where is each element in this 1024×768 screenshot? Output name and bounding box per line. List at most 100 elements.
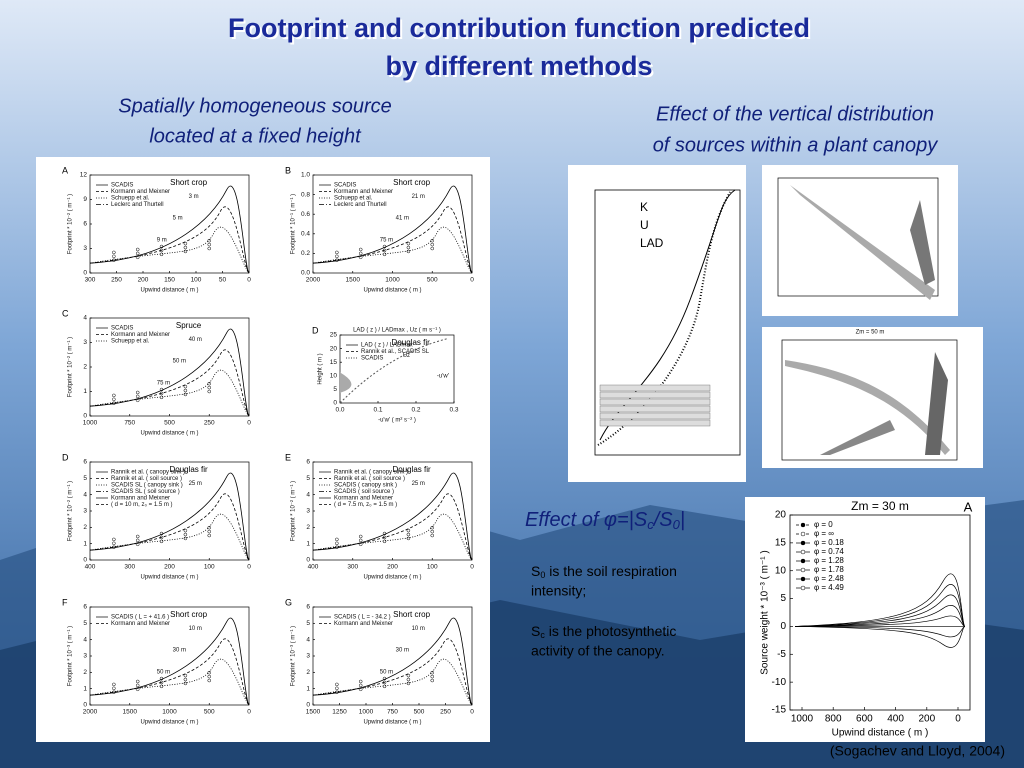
annotation: 21 m (412, 194, 425, 200)
y-tick-label: 0 (780, 621, 786, 632)
symbol: S (531, 623, 540, 639)
x-tick-label: 200 (138, 277, 149, 284)
decor-marker (183, 241, 188, 246)
panel-letter: E (285, 452, 291, 462)
y-tick-label: 9 (83, 196, 87, 203)
legend-label: φ = 1.78 (814, 565, 844, 574)
text: | (680, 509, 685, 531)
legend-label: Kormann and Meixner (111, 332, 170, 338)
decor-marker (358, 538, 363, 543)
decor-marker (112, 250, 116, 255)
decor-marker (382, 244, 387, 249)
x-tick-label: 1500 (306, 709, 321, 716)
decor-marker (183, 245, 188, 250)
decor-marker (159, 248, 164, 253)
x-tick-label: 300 (85, 277, 96, 284)
decor-marker (183, 528, 188, 533)
y-axis-label: Footprint * 10⁻² ( m⁻¹ ) (68, 337, 74, 397)
x-tick-label: 200 (918, 714, 935, 725)
plot-frame (594, 189, 741, 456)
y-axis-label: Footprint * 10⁻² ( m⁻¹ ) (291, 481, 297, 541)
decor-marker (335, 250, 339, 255)
decor-marker (112, 397, 116, 402)
y-tick-label: 15 (775, 537, 787, 548)
decor-curve (794, 594, 966, 627)
legend-label: Kormann and Meixner (334, 189, 393, 195)
x-tick-label: 200 (387, 564, 398, 571)
decor-bar (599, 384, 711, 392)
legend-label: Kormann and Meixner (334, 621, 393, 627)
x-tick-label: 400 (887, 714, 904, 725)
panel-title: Short crop (393, 178, 430, 187)
x-tick-label: 750 (124, 420, 135, 427)
profile-chart: KU LAD (594, 189, 741, 456)
decor-marker (358, 255, 363, 260)
y-tick-label: 1 (83, 388, 87, 395)
panel-letter: D (62, 452, 69, 462)
y-axis-label: Footprint * 10⁻¹ ( m⁻¹ ) (291, 194, 297, 254)
legend-label: ( d = 7.5 m, z₀ = 1.5 m ) (334, 502, 397, 508)
decor-marker (135, 255, 140, 260)
legend-label: φ = 0.74 (814, 547, 844, 556)
y-tick-label: 2 (83, 524, 87, 531)
decor-bar (599, 405, 711, 413)
y-tick-label: 20 (775, 510, 787, 521)
decor-marker (406, 677, 411, 682)
decor-marker (183, 392, 188, 397)
panel-title: Short crop (170, 610, 207, 619)
panel-title: Douglas fir (392, 465, 431, 474)
legend-label: φ = 2.48 (814, 574, 844, 583)
decor-marker (159, 244, 164, 249)
note: Sc is the photosynthetic (531, 623, 676, 641)
panel-letter: G (285, 597, 292, 607)
heading: of sources within a plant canopy (653, 134, 939, 156)
legend-label: Schuepp et al. (111, 196, 150, 202)
heading: located at a fixed height (149, 125, 362, 147)
decor-marker (135, 247, 140, 252)
decor-curve (312, 638, 473, 706)
legend-label: φ = ∞ (814, 529, 834, 538)
decor-curve (312, 617, 473, 706)
y-tick-label: 3 (83, 508, 87, 515)
decor-marker (183, 249, 188, 254)
legend-label: SCADIS SL ( canopy sink ) (111, 483, 183, 489)
y-tick-label: 10 (330, 373, 338, 380)
y-tick-label: 0 (83, 557, 87, 564)
legend-label: Rannik et al. ( canopy sink ) (111, 470, 185, 476)
decor-curve (89, 349, 250, 417)
annotation: 25 m (189, 481, 202, 487)
y-tick-label: 0.4 (301, 231, 310, 238)
legend-label: U (640, 218, 649, 232)
x-tick-label: 50 (219, 277, 227, 284)
text: /S (652, 509, 674, 531)
legend-label: SCADIS ( canopy sink ) (334, 483, 397, 489)
y-tick-label: 0 (333, 400, 337, 407)
y-tick-label: 4 (306, 636, 310, 643)
y-tick-label: 5 (306, 475, 310, 482)
x-axis-label: Upwind distance ( m ) (140, 288, 198, 294)
x-tick-label: 250 (111, 277, 122, 284)
y-tick-label: 6 (83, 459, 87, 466)
plot-frame (789, 514, 971, 711)
y-tick-label: 6 (83, 221, 87, 228)
legend-label: LAD (640, 236, 664, 250)
legend-label: SCADIS (334, 183, 356, 189)
x-tick-label: 1000 (385, 277, 400, 284)
x-tick-label: 100 (191, 277, 202, 284)
decor-curve (312, 493, 473, 561)
decor-marker (382, 676, 387, 681)
legend-label: Rannik et al. ( canopy sink ) (334, 470, 408, 476)
y-tick-label: 5 (83, 620, 87, 627)
legend-label: K (640, 200, 648, 214)
annotation: 41 m (396, 216, 409, 222)
x-tick-label: 800 (825, 714, 842, 725)
legend-label: Kormann and Meixner (111, 621, 170, 627)
legend-marker (800, 567, 806, 573)
y-tick-label: 0.6 (301, 211, 310, 218)
legend-marker (800, 585, 806, 591)
annotation: 5 m (173, 216, 183, 222)
decor-marker (406, 528, 411, 533)
panel-title: Spruce (176, 321, 202, 330)
y-tick-label: 4 (83, 491, 87, 498)
x-tick-label: 1250 (332, 709, 347, 716)
